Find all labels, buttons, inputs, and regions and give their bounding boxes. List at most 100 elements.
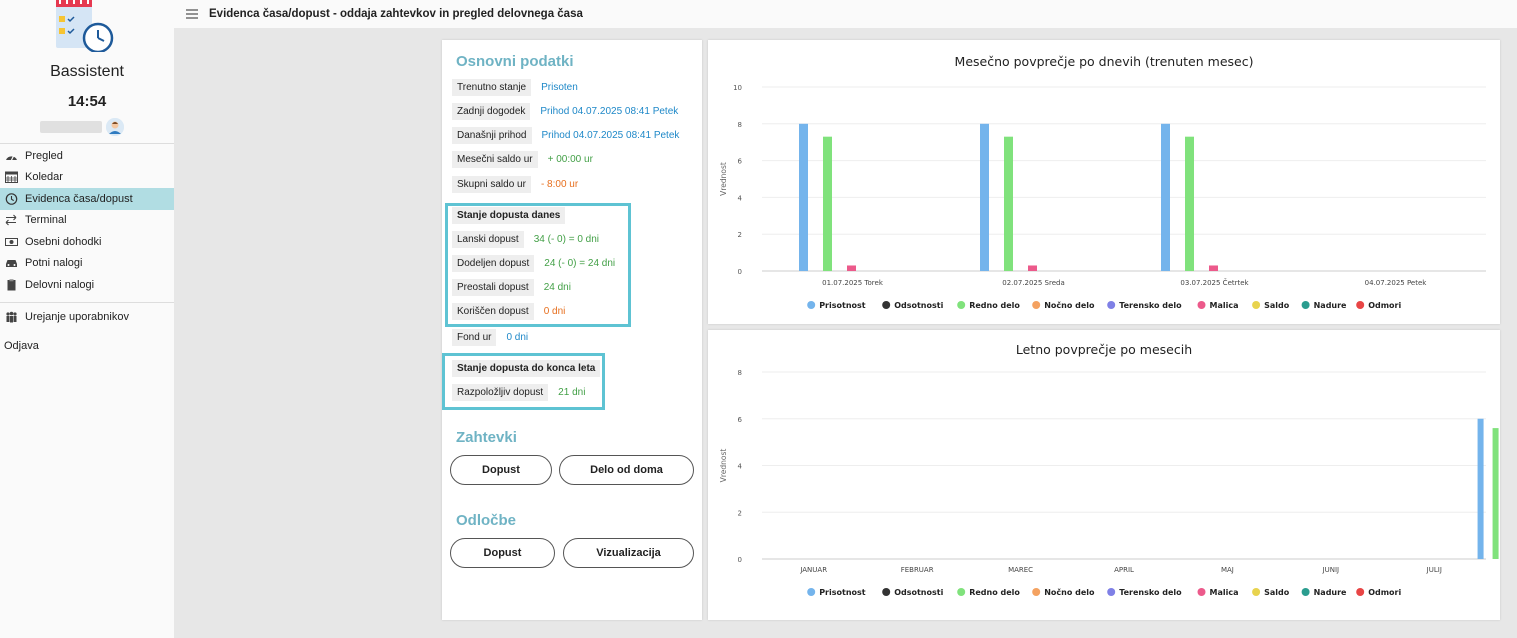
yearly-average-chart: Letno povprečje po mesecih 0 2 4 6 8 Vrednost J… (708, 330, 1500, 620)
sidebar-item-koledar[interactable]: Koledar (0, 167, 174, 189)
visualization-button[interactable]: Vizualizacija (563, 538, 694, 568)
chart-title: Mesečno povprečje po dnevih (trenuten me… (955, 54, 1254, 69)
swap-icon (4, 214, 18, 226)
highlight-box-dopust-leto (442, 353, 605, 410)
legend-label: Redno delo (969, 301, 1020, 310)
bar-malica (1028, 265, 1037, 271)
legend-marker (1301, 588, 1310, 596)
legend-label: Terensko delo (1119, 301, 1182, 310)
legend-marker (1197, 301, 1206, 309)
hamburger-menu-icon[interactable] (186, 9, 198, 19)
info-label: Stanje dopusta danes (452, 207, 566, 224)
legend-label: Malica (1210, 301, 1239, 310)
sidebar-item-evidenca[interactable]: Evidenca časa/dopust (0, 188, 174, 210)
info-row-fond-ur: Fond ur 0 dni (452, 329, 528, 346)
y-axis-label: Vrednost (719, 162, 728, 196)
sidebar-item-label: Osebni dohodki (25, 235, 102, 248)
top-bar: Evidenca časa/dopust - oddaja zahtevkov … (174, 0, 1517, 28)
legend-marker (1197, 588, 1206, 596)
bar-prisotnost (1477, 418, 1484, 559)
x-tick-label: MAREC (1008, 566, 1033, 574)
sidebar-item-terminal[interactable]: Terminal (0, 210, 174, 232)
sidebar-item-pregled[interactable]: Pregled (0, 145, 174, 167)
request-work-from-home-button[interactable]: Delo od doma (559, 455, 694, 485)
info-value: 34 (- 0) = 0 dni (533, 234, 600, 245)
y-tick-label: 4 (738, 194, 743, 202)
legend-label: Saldo (1264, 588, 1290, 597)
y-tick-label: 2 (738, 231, 742, 239)
sidebar-item-delovni-nalogi[interactable]: Delovni nalogi (0, 274, 174, 296)
info-label: Koriščen dopust (452, 303, 534, 320)
sidebar-item-label: Terminal (25, 214, 67, 227)
app-logo (52, 0, 120, 54)
x-tick-label: JANUAR (799, 566, 827, 574)
app-name: Bassistent (50, 63, 124, 80)
info-value: + 00:00 ur (547, 154, 593, 165)
legend-label: Terensko delo (1119, 588, 1182, 597)
legend-label: Redno delo (969, 588, 1020, 597)
chart-title: Letno povprečje po mesecih (1016, 342, 1192, 357)
x-tick-label: MAJ (1221, 566, 1234, 574)
bar-redno-delo (1004, 136, 1013, 271)
sidebar-item-osebni-dohodki[interactable]: Osebni dohodki (0, 231, 174, 253)
decision-vacation-button[interactable]: Dopust (450, 538, 555, 568)
x-tick-label: 03.07.2025 Četrtek (1180, 278, 1249, 287)
info-panel: Osnovni podatki Trenutno stanje Prisoten… (442, 40, 702, 620)
bar-malica (847, 265, 856, 271)
info-value: 0 dni (543, 306, 566, 317)
info-row-zadnji-dogodek: Zadnji dogodek Prihod 04.07.2025 08:41 P… (452, 103, 678, 120)
sidebar-item-label: Pregled (25, 149, 63, 162)
legend-marker (882, 588, 891, 596)
legend-label: Nočno delo (1044, 587, 1095, 597)
info-label: Današnji prihod (452, 127, 532, 144)
sidebar-item-urejanje-uporabnikov[interactable]: Urejanje uporabnikov (0, 307, 174, 329)
legend-marker (1356, 588, 1365, 596)
info-label: Zadnji dogodek (452, 103, 531, 120)
info-row-trenutno-stanje: Trenutno stanje Prisoten (452, 79, 578, 96)
bar-prisotnost (980, 123, 989, 271)
legend-label: Odmori (1368, 588, 1401, 597)
x-tick-label: 04.07.2025 Petek (1365, 279, 1428, 287)
legend-marker (882, 301, 891, 309)
sidebar-item-label: Koledar (25, 171, 63, 184)
calendar-icon (4, 171, 18, 184)
y-tick-label: 2 (738, 509, 742, 517)
avatar[interactable] (106, 118, 124, 136)
bar-redno-delo (823, 136, 832, 271)
dashboard-icon (4, 150, 18, 162)
legend-label: Odsotnosti (894, 301, 943, 310)
legend-label: Prisotnost (819, 301, 866, 310)
legend-marker (1032, 588, 1041, 596)
section-title-odlocbe: Odločbe (456, 512, 517, 529)
info-label: Dodeljen dopust (452, 255, 535, 272)
legend-label: Malica (1210, 588, 1239, 597)
logout-link[interactable]: Odjava (4, 340, 39, 352)
divider (0, 143, 174, 144)
info-label: Fond ur (452, 329, 497, 346)
info-row-dopust-leto-title: Stanje dopusta do konca leta (452, 360, 601, 377)
money-icon (4, 236, 18, 248)
monthly-average-chart: Mesečno povprečje po dnevih (trenuten me… (708, 40, 1500, 324)
monthly-average-chart-svg: Mesečno povprečje po dnevih (trenuten me… (719, 54, 1486, 310)
page-title: Evidenca časa/dopust - oddaja zahtevkov … (209, 8, 583, 20)
info-value: 24 dni (543, 282, 571, 293)
request-vacation-button[interactable]: Dopust (450, 455, 552, 485)
legend-marker (1252, 301, 1261, 309)
bar-prisotnost (1161, 123, 1170, 271)
legend-label: Prisotnost (819, 588, 866, 597)
legend-marker (957, 301, 966, 309)
x-tick-label: FEBRUAR (901, 566, 934, 574)
legend-marker (1032, 301, 1041, 309)
info-value: 24 (- 0) = 24 dni (544, 258, 616, 269)
info-value: Prisoten (541, 82, 578, 93)
legend-marker (1107, 301, 1116, 309)
sidebar-item-potni-nalogi[interactable]: Potni nalogi (0, 253, 174, 275)
info-label: Preostali dopust (452, 279, 534, 296)
legend-marker (807, 301, 816, 309)
info-label: Razpoložljiv dopust (452, 384, 549, 401)
x-tick-label: APRIL (1114, 566, 1134, 574)
info-label: Trenutno stanje (452, 79, 532, 96)
legend-marker (1356, 301, 1365, 309)
user-info[interactable] (40, 118, 130, 136)
clipboard-icon (4, 279, 18, 291)
